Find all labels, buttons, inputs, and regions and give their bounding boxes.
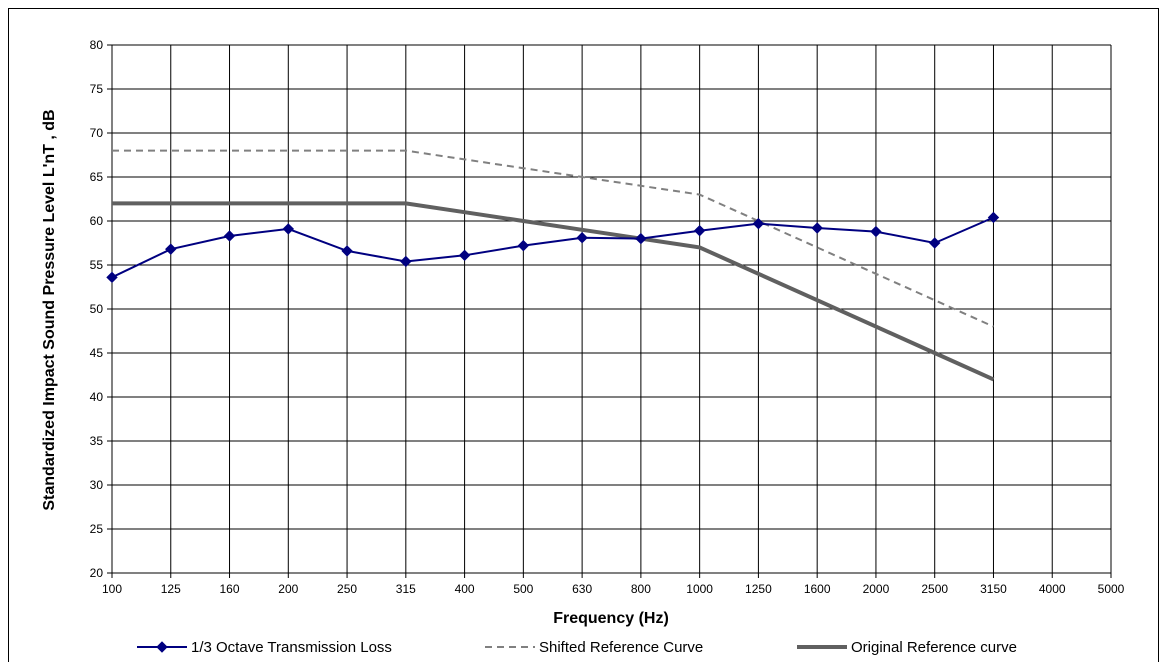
y-tick-label: 45 bbox=[90, 346, 104, 360]
data-point-marker bbox=[400, 255, 412, 268]
axis-layer: 20 25 30 35 40 45 50 55 60 65 70 75 80 100 125 160 200 25… bbox=[90, 38, 1125, 596]
y-tick-label: 55 bbox=[90, 258, 104, 272]
legend-item-1: 1/3 Octave Transmission Loss bbox=[137, 639, 392, 656]
x-tick-label: 2000 bbox=[863, 582, 890, 596]
x-tick-label: 4000 bbox=[1039, 582, 1066, 596]
y-tick-label: 20 bbox=[90, 566, 104, 580]
x-tick-label: 1250 bbox=[745, 582, 772, 596]
data-point-marker bbox=[282, 223, 295, 235]
x-tick-label: 160 bbox=[220, 582, 240, 596]
y-tick-label: 65 bbox=[90, 170, 104, 184]
data-point-marker bbox=[517, 239, 530, 252]
y-tick-label: 80 bbox=[90, 38, 104, 52]
y-tick-label: 30 bbox=[90, 478, 104, 492]
data-point-marker bbox=[811, 222, 823, 234]
data-point-marker bbox=[987, 211, 1000, 224]
data-point-marker bbox=[165, 243, 177, 255]
legend-label-2: Shifted Reference Curve bbox=[539, 639, 703, 656]
x-tick-label: 400 bbox=[455, 582, 475, 596]
y-axis-title: Standardized Impact Sound Pressure Level… bbox=[41, 109, 58, 510]
legend-item-3: Original Reference curve bbox=[797, 639, 1017, 656]
series-line-1 bbox=[111, 216, 994, 279]
data-point-marker bbox=[223, 230, 236, 242]
grid-layer bbox=[111, 44, 1112, 574]
y-tick-label: 35 bbox=[90, 434, 104, 448]
x-axis-title: Frequency (Hz) bbox=[553, 610, 669, 627]
y-tick-label: 70 bbox=[90, 126, 104, 140]
x-tick-label: 315 bbox=[396, 582, 416, 596]
x-tick-label: 250 bbox=[337, 582, 357, 596]
x-tick-label: 125 bbox=[161, 582, 181, 596]
x-tick-label: 800 bbox=[631, 582, 651, 596]
legend-marker bbox=[156, 641, 168, 653]
y-tick-label: 75 bbox=[90, 82, 104, 96]
x-tick-label: 630 bbox=[572, 582, 592, 596]
data-point-marker bbox=[870, 225, 882, 238]
data-point-marker bbox=[635, 232, 647, 245]
series-line-3 bbox=[112, 201, 995, 382]
data-point-marker bbox=[576, 232, 588, 244]
legend: 1/3 Octave Transmission Loss Shifted Refe… bbox=[137, 639, 1017, 656]
y-tick-label: 60 bbox=[90, 214, 104, 228]
y-tick-label: 50 bbox=[90, 302, 104, 316]
chart-border bbox=[8, 8, 1159, 662]
series-layer bbox=[106, 149, 1000, 382]
y-tick-label: 40 bbox=[90, 390, 104, 404]
x-tick-label: 3150 bbox=[980, 582, 1007, 596]
series-line-2 bbox=[112, 149, 994, 328]
x-tick-label: 500 bbox=[513, 582, 533, 596]
x-tick-label: 5000 bbox=[1098, 582, 1125, 596]
y-tick-label: 25 bbox=[90, 522, 104, 536]
x-tick-label: 1000 bbox=[686, 582, 713, 596]
data-point-marker bbox=[341, 245, 353, 257]
x-tick-label: 100 bbox=[102, 582, 122, 596]
legend-item-2: Shifted Reference Curve bbox=[485, 639, 703, 656]
legend-label-1: 1/3 Octave Transmission Loss bbox=[191, 639, 392, 656]
x-tick-label: 200 bbox=[278, 582, 298, 596]
data-point-marker bbox=[458, 249, 471, 262]
data-point-marker bbox=[106, 271, 118, 284]
x-tick-label: 1600 bbox=[804, 582, 831, 596]
data-point-marker bbox=[752, 217, 765, 230]
legend-label-3: Original Reference curve bbox=[851, 639, 1017, 656]
data-point-marker bbox=[928, 237, 941, 249]
data-point-marker bbox=[693, 224, 706, 237]
x-tick-label: 2500 bbox=[921, 582, 948, 596]
